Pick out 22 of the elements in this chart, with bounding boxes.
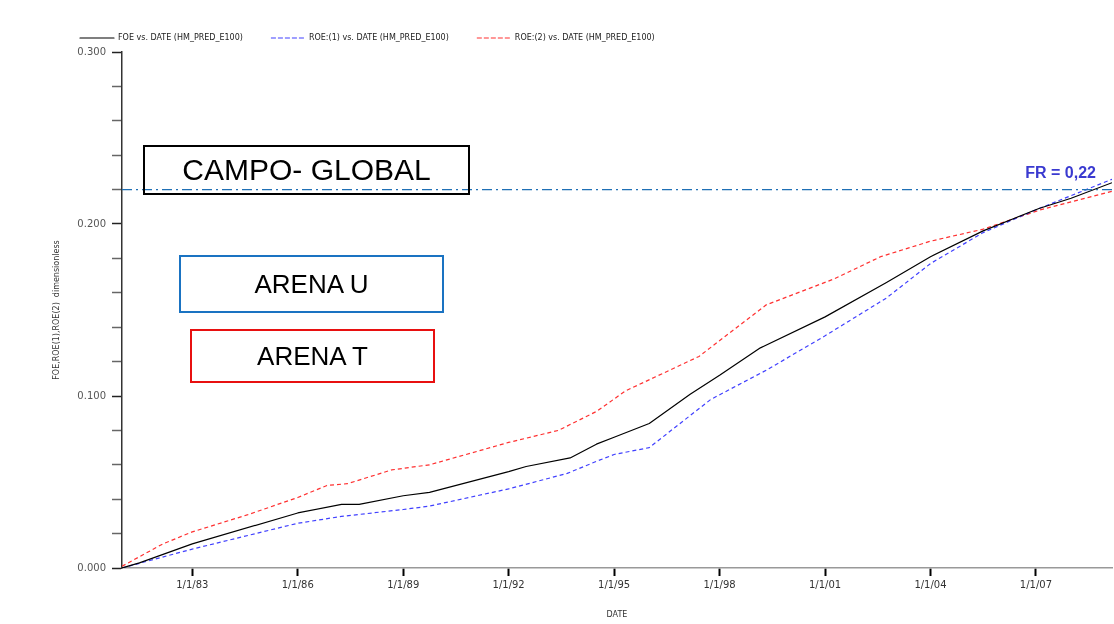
x-tick-label: 1/1/98 [703, 578, 736, 590]
x-tick-label: 1/1/07 [1019, 578, 1053, 590]
framed-label: ARENA U [179, 255, 444, 313]
x-tick-label: 1/1/83 [176, 578, 209, 590]
legend-label: ROE:(1) vs. DATE (HM_PRED_E100) [308, 33, 449, 43]
y-tick-label: 0.100 [77, 389, 106, 401]
x-tick-label: 1/1/89 [387, 578, 420, 590]
x-axis-title: DATE [606, 610, 628, 620]
x-tick-label: 1/1/86 [281, 578, 314, 590]
y-tick-label: 0.300 [77, 45, 106, 57]
legend-label: FOE vs. DATE (HM_PRED_E100) [118, 33, 243, 43]
framed-label: ARENA T [190, 329, 435, 383]
x-tick-label: 1/1/92 [492, 578, 525, 590]
ref-line-label: FR = 0,22 [1025, 164, 1097, 182]
x-tick-label: 1/1/04 [914, 578, 947, 590]
x-tick-label: 1/1/95 [598, 578, 631, 590]
x-tick-label: 1/1/01 [808, 578, 842, 590]
legend-label: ROE:(2) vs. DATE (HM_PRED_E100) [514, 33, 655, 43]
y-tick-label: 0.200 [77, 217, 106, 229]
y-tick-label: 0.000 [77, 561, 106, 573]
y-axis-title: FOE,ROE(1),ROE(2) dimensionless [51, 240, 61, 380]
framed-label: CAMPO- GLOBAL [143, 145, 470, 195]
